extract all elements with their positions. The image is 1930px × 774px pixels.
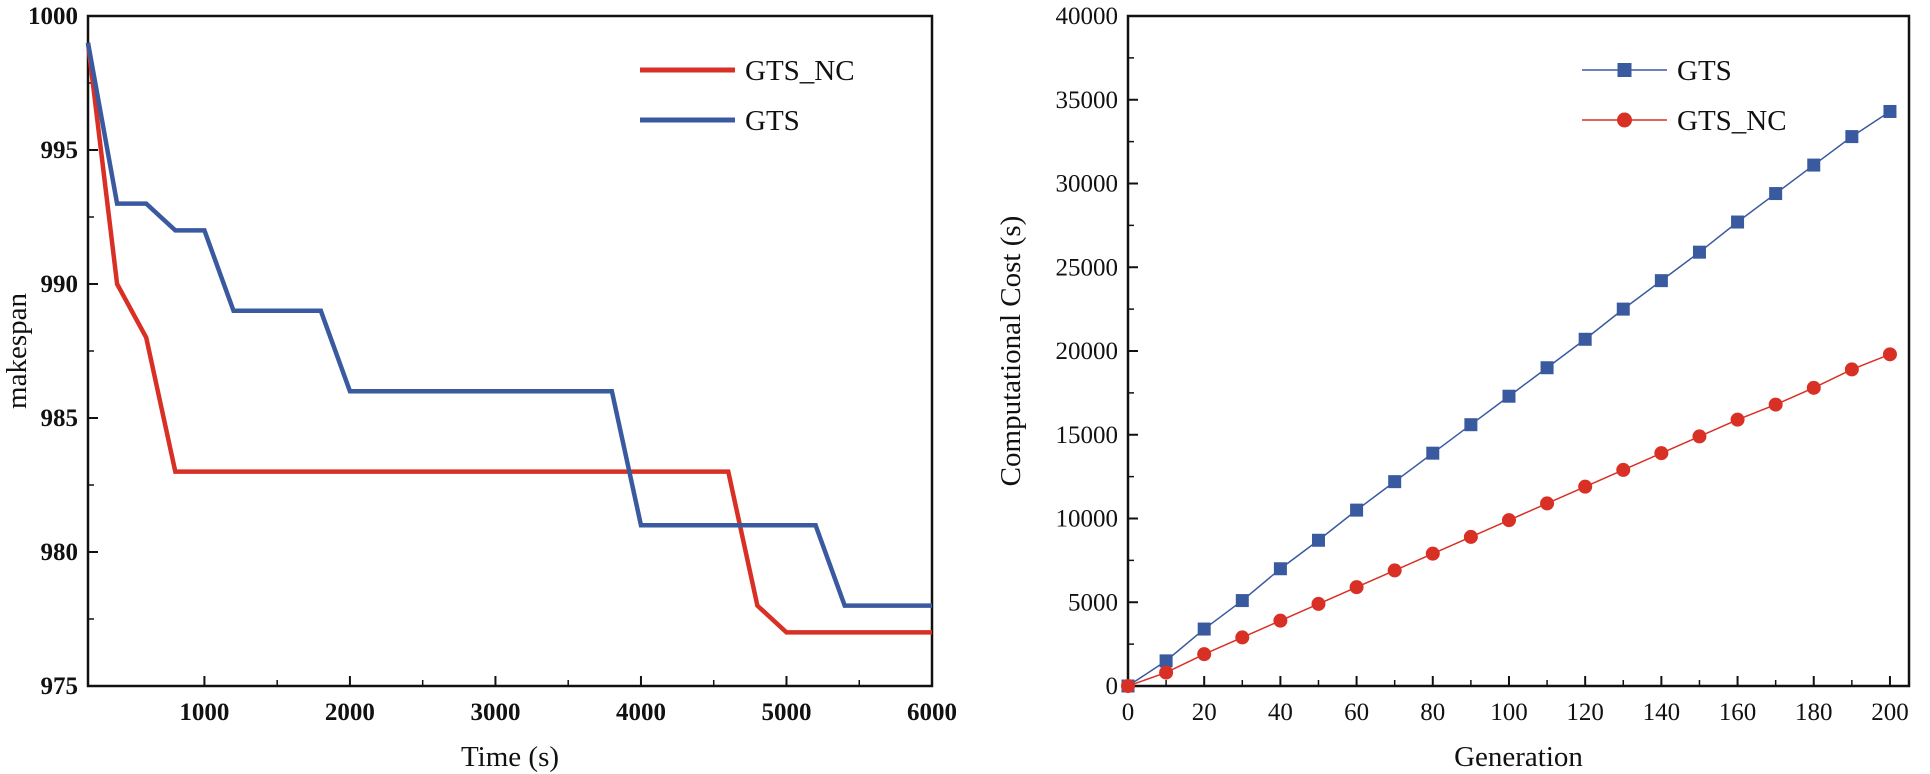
x-tick-label: 160	[1719, 699, 1757, 726]
data-point-circle	[1501, 513, 1516, 528]
data-point-circle	[1349, 580, 1364, 595]
data-point-square	[1845, 130, 1859, 144]
x-tick-label: 180	[1795, 699, 1833, 726]
y-tick-label: 25000	[1056, 254, 1119, 281]
data-point-circle	[1578, 479, 1593, 494]
data-point-circle	[1463, 529, 1478, 544]
x-axis-title: Generation	[1454, 741, 1583, 773]
series-gts-nc: GTS_NC	[85, 42, 932, 635]
chart-2: 0 20 40 60 80 100 120 140 160 180 200 0 5000 10000 150…	[995, 3, 1911, 773]
data-point-square	[1654, 274, 1668, 288]
plot-frame	[1126, 14, 1911, 688]
x-tick-label: 200	[1871, 699, 1909, 726]
series-gts: GTS	[85, 42, 932, 608]
y-axis-title: makespan	[1, 293, 33, 409]
x-tick-label: 5000	[761, 699, 811, 726]
x-tick-label: 40	[1268, 699, 1293, 726]
data-point-square	[1273, 562, 1287, 576]
series-line	[85, 42, 932, 635]
y-tick-label: 20000	[1056, 338, 1119, 365]
data-point-square	[1540, 361, 1554, 375]
data-point-circle	[1540, 496, 1555, 511]
data-point-square	[1388, 475, 1402, 489]
data-point-square	[1159, 654, 1173, 668]
y-tick-label: 10000	[1056, 506, 1119, 533]
data-point-circle	[1806, 380, 1821, 395]
data-point-square	[1502, 389, 1516, 403]
legend-marker-square	[1617, 63, 1632, 77]
data-point-circle	[1159, 665, 1174, 680]
y-tick-label: 0	[1106, 673, 1119, 700]
legend-label: GTS	[745, 105, 800, 137]
x-tick-label: 20	[1192, 699, 1217, 726]
y-tick-label: 1000	[28, 3, 78, 30]
data-point-square	[1464, 418, 1478, 432]
data-point-square	[1311, 533, 1325, 547]
plot-frame	[86, 14, 934, 688]
data-point-circle	[1654, 446, 1669, 461]
y-tick-label: 15000	[1056, 422, 1119, 449]
x-tick-label: 3000	[470, 699, 520, 726]
x-tick-label: 1000	[179, 699, 229, 726]
data-point-square	[1235, 594, 1249, 608]
x-tick-label: 0	[1122, 699, 1135, 726]
data-point-circle	[1844, 362, 1859, 377]
y-tick-label: 985	[41, 405, 79, 432]
x-tick-label: 4000	[616, 699, 666, 726]
data-point-square	[1807, 158, 1821, 172]
data-point-circle	[1425, 546, 1440, 561]
legend-marker-circle	[1617, 112, 1632, 128]
x-tick-label: 6000	[907, 699, 957, 726]
x-tick-label: 80	[1420, 699, 1445, 726]
legend-label: GTS_NC	[745, 55, 855, 87]
data-point-square	[1731, 215, 1745, 229]
data-point-circle	[1882, 347, 1897, 362]
series-line	[85, 42, 932, 608]
data-point-square	[1350, 503, 1364, 517]
y-tick-label: 40000	[1056, 3, 1119, 30]
x-axis-title: Time (s)	[461, 741, 559, 773]
data-point-square	[1769, 187, 1783, 201]
legend-label: GTS	[1677, 55, 1732, 87]
y-tick-label: 5000	[1068, 589, 1118, 616]
legend-label: GTS_NC	[1677, 105, 1787, 137]
y-tick-label: 975	[41, 673, 79, 700]
data-point-circle	[1387, 563, 1402, 578]
x-tick-label: 120	[1566, 699, 1604, 726]
y-tick-label: 995	[41, 137, 79, 164]
data-point-square	[1426, 446, 1440, 460]
data-point-square	[1692, 245, 1706, 259]
y-tick-label: 990	[41, 271, 79, 298]
data-point-circle	[1768, 397, 1783, 412]
data-point-circle	[1273, 613, 1288, 628]
data-point-square	[1197, 622, 1211, 636]
data-point-circle	[1235, 630, 1250, 645]
series-gts: GTS	[1121, 55, 1897, 693]
x-tick-label: 2000	[325, 699, 375, 726]
data-point-square	[1883, 104, 1897, 118]
y-axis-title: Computational Cost (s)	[995, 216, 1027, 487]
data-point-circle	[1692, 429, 1707, 444]
data-point-square	[1616, 302, 1630, 316]
y-tick-label: 30000	[1056, 171, 1119, 198]
data-point-square	[1578, 332, 1592, 346]
data-point-circle	[1730, 412, 1745, 427]
y-tick-label: 980	[41, 539, 79, 566]
series-gts-nc: GTS_NC	[1121, 105, 1897, 693]
data-point-circle	[1616, 462, 1631, 477]
data-point-circle	[1311, 596, 1326, 611]
x-tick-label: 140	[1643, 699, 1681, 726]
chart-1: 1000 2000 3000 4000 5000 6000 975 980 985 990 995 1…	[1, 3, 957, 773]
y-tick-label: 35000	[1056, 87, 1119, 114]
data-point-circle	[1197, 647, 1212, 662]
x-tick-label: 100	[1490, 699, 1528, 726]
x-tick-label: 60	[1344, 699, 1369, 726]
data-point-circle	[1121, 679, 1135, 693]
